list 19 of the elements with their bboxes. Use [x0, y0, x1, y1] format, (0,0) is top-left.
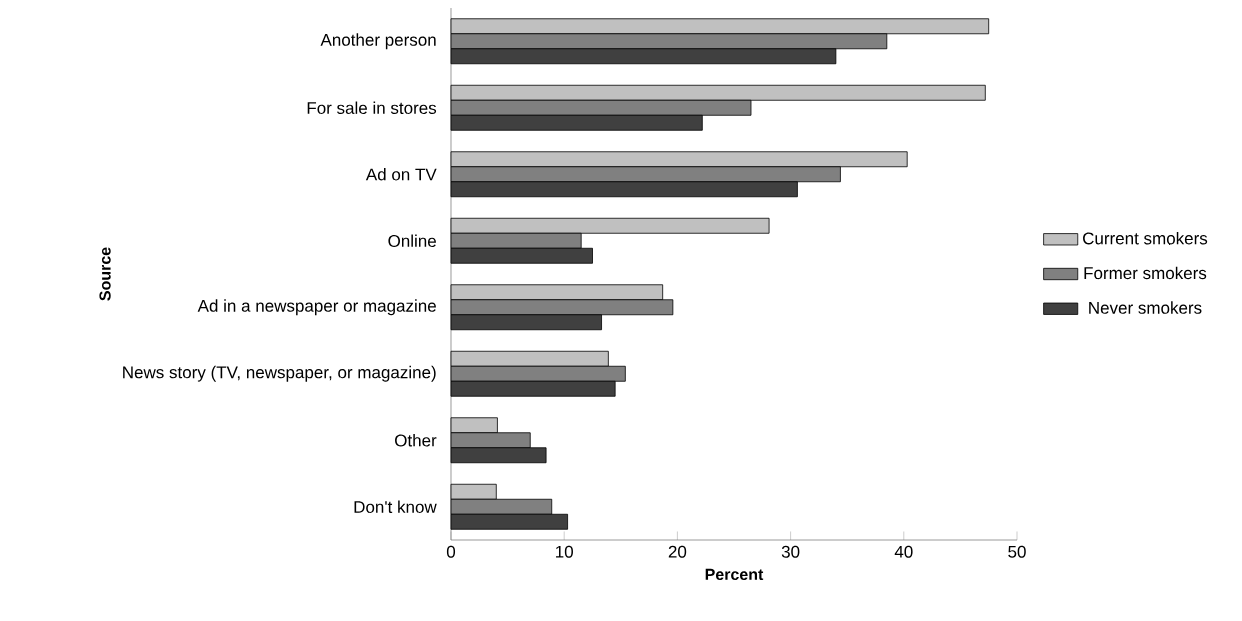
x-axis-title: Percent — [705, 568, 764, 581]
y-tick-label: Another person — [320, 33, 436, 50]
x-tick-label: 50 — [1008, 545, 1026, 558]
x-tick-label: 0 — [446, 545, 456, 558]
legend-label: Former smokers — [1084, 266, 1207, 280]
y-tick-label: Other — [395, 434, 437, 447]
x-tick-label: 10 — [556, 545, 573, 558]
y-tick-label: For sale in stores — [307, 101, 437, 114]
y-axis-title: Source — [99, 247, 111, 301]
x-tick-label: 30 — [781, 545, 800, 558]
legend-label: Current smokers — [1083, 231, 1208, 245]
y-tick-label: Ad on TV — [365, 168, 437, 181]
legend-label: Never smokers — [1089, 301, 1202, 314]
x-tick-label: 20 — [668, 545, 687, 558]
y-tick-label: Ad in a newspaper or magazine — [197, 299, 436, 316]
y-tick-label: News story (TV, newspaper, or magazine) — [123, 365, 436, 382]
y-tick-label: Don't know — [354, 500, 437, 513]
x-tick-label: 40 — [894, 545, 913, 558]
y-tick-label: Online — [388, 234, 436, 247]
